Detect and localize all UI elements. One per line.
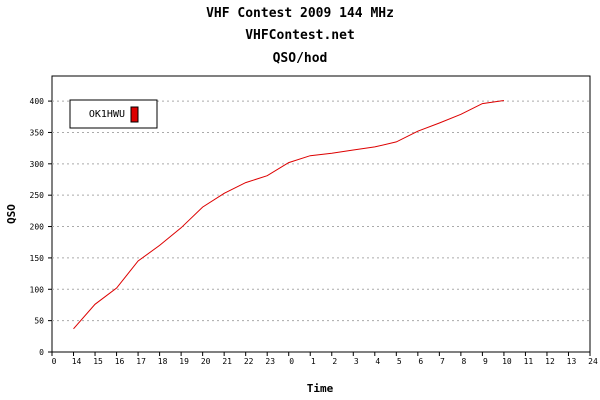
y-tick-label: 250: [30, 191, 45, 200]
legend-box: [69, 99, 158, 129]
x-axis-title: Time: [307, 382, 334, 395]
legend-swatch: [130, 106, 139, 123]
x-tick-label: 15: [93, 357, 103, 366]
x-tick-label: 3: [354, 357, 359, 366]
x-tick-label: 7: [440, 357, 445, 366]
x-tick-label: 24: [588, 357, 598, 366]
y-tick-label: 0: [39, 348, 44, 357]
x-tick-label: 10: [502, 357, 512, 366]
x-tick-label: 16: [115, 357, 125, 366]
series-line-ok1hwu: [73, 100, 504, 330]
x-tick-label: 11: [524, 357, 534, 366]
x-tick-label: 18: [158, 357, 168, 366]
x-tick-label: 22: [244, 357, 254, 366]
x-tick-label: 20: [201, 357, 211, 366]
x-tick-label: 8: [461, 357, 466, 366]
x-tick-label: 1: [311, 357, 316, 366]
x-tick-label: 0: [52, 357, 57, 366]
x-tick-label: 0: [289, 357, 294, 366]
y-tick-label: 300: [30, 160, 45, 169]
y-tick-label: 200: [30, 223, 45, 232]
x-tick-label: 19: [179, 357, 189, 366]
y-tick-label: 350: [30, 128, 45, 137]
y-tick-label: 150: [30, 254, 45, 263]
x-tick-label: 2: [332, 357, 337, 366]
y-axis-title: QSO: [5, 204, 18, 224]
chart-title-line-2: VHFContest.net: [245, 28, 355, 43]
x-tick-label: 9: [483, 357, 488, 366]
x-tick-label: 23: [265, 357, 275, 366]
x-tick-label: 5: [397, 357, 402, 366]
x-tick-label: 13: [567, 357, 577, 366]
x-tick-label: 4: [375, 357, 380, 366]
x-tick-label: 17: [136, 357, 146, 366]
x-tick-label: 6: [418, 357, 423, 366]
x-tick-label: 21: [222, 357, 232, 366]
x-tick-label: 14: [72, 357, 82, 366]
legend: OK1HWU: [69, 99, 158, 129]
y-tick-label: 400: [30, 97, 45, 106]
y-tick-label: 50: [34, 317, 44, 326]
y-tick-label: 100: [30, 285, 45, 294]
x-tick-label: 12: [545, 357, 555, 366]
legend-label: OK1HWU: [89, 109, 125, 120]
chart-title-line-1: VHF Contest 2009 144 MHz: [206, 6, 394, 21]
chart-title-line-3: QSO/hod: [272, 51, 328, 66]
